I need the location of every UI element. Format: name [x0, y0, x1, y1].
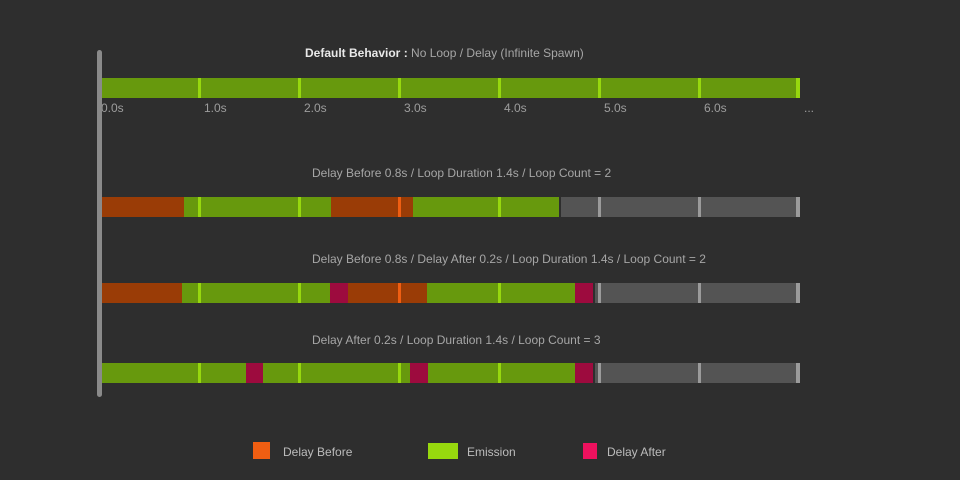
legend-swatch-delay-after	[583, 443, 597, 459]
segment-emission	[182, 283, 330, 303]
time-label: 2.0s	[304, 101, 327, 115]
track-title-text: No Loop / Delay (Infinite Spawn)	[411, 46, 584, 60]
segment-delay-after	[330, 283, 348, 303]
segment-emission	[263, 363, 410, 383]
second-tick	[498, 197, 501, 217]
segment-inactive	[595, 283, 800, 303]
second-tick	[398, 363, 401, 383]
second-tick	[598, 283, 601, 303]
track-title-text: Delay Before 0.8s / Delay After 0.2s / L…	[312, 252, 706, 266]
second-tick	[398, 283, 401, 303]
segment-inactive	[561, 197, 800, 217]
segment-delay-before	[100, 283, 182, 303]
second-tick	[398, 78, 401, 98]
second-tick	[498, 283, 501, 303]
segment-emission	[428, 363, 575, 383]
track-title: Delay Before 0.8s / Delay After 0.2s / L…	[312, 252, 706, 266]
time-label: ...	[804, 101, 815, 115]
second-tick	[298, 197, 301, 217]
second-tick	[698, 78, 701, 98]
bar-end-cap	[796, 363, 800, 383]
second-tick	[198, 283, 201, 303]
second-tick	[398, 197, 401, 217]
time-label: 3.0s	[404, 101, 427, 115]
track-title: Delay Before 0.8s / Loop Duration 1.4s /…	[312, 166, 611, 180]
second-tick	[598, 363, 601, 383]
legend-swatch-delay-before	[253, 442, 270, 459]
second-tick	[598, 78, 601, 98]
time-label: 5.0s	[604, 101, 627, 115]
track-title-text: Delay After 0.2s / Loop Duration 1.4s / …	[312, 333, 601, 347]
bar-end-cap	[796, 197, 800, 217]
second-tick	[298, 78, 301, 98]
segment-emission	[100, 363, 246, 383]
bar-end-cap	[796, 78, 800, 98]
track-title: Default Behavior : No Loop / Delay (Infi…	[305, 46, 584, 60]
second-tick	[198, 363, 201, 383]
legend-swatch-emission	[428, 443, 458, 459]
segment-delay-after	[575, 283, 593, 303]
second-tick	[498, 78, 501, 98]
segment-delay-after	[246, 363, 263, 383]
track-title: Delay After 0.2s / Loop Duration 1.4s / …	[312, 333, 601, 347]
second-tick	[698, 197, 701, 217]
track-bar	[100, 283, 800, 303]
second-tick	[698, 363, 701, 383]
track-bar	[100, 197, 800, 217]
second-tick	[198, 197, 201, 217]
segment-delay-before	[331, 197, 413, 217]
time-label: 4.0s	[504, 101, 527, 115]
legend-label-delay-after: Delay After	[607, 445, 666, 459]
segment-delay-after	[410, 363, 428, 383]
legend-label-emission: Emission	[467, 445, 516, 459]
time-label: 1.0s	[204, 101, 227, 115]
segment-inactive	[595, 363, 800, 383]
segment-emission	[184, 197, 331, 217]
track-title-text: Delay Before 0.8s / Loop Duration 1.4s /…	[312, 166, 612, 180]
segment-delay-after	[575, 363, 593, 383]
segment-delay-before	[100, 197, 184, 217]
track-title-bold: Default Behavior :	[305, 46, 408, 60]
segment-emission	[100, 78, 800, 98]
second-tick	[598, 197, 601, 217]
second-tick	[698, 283, 701, 303]
segment-emission	[427, 283, 575, 303]
segment-delay-before	[348, 283, 427, 303]
track-bar	[100, 363, 800, 383]
bar-end-cap	[796, 283, 800, 303]
time-axis-line	[97, 50, 102, 397]
second-tick	[198, 78, 201, 98]
segment-emission	[413, 197, 559, 217]
track-bar	[100, 78, 800, 98]
legend-label-delay-before: Delay Before	[283, 445, 353, 459]
second-tick	[298, 283, 301, 303]
time-label: 0.0s	[101, 101, 124, 115]
second-tick	[498, 363, 501, 383]
second-tick	[298, 363, 301, 383]
time-label: 6.0s	[704, 101, 727, 115]
